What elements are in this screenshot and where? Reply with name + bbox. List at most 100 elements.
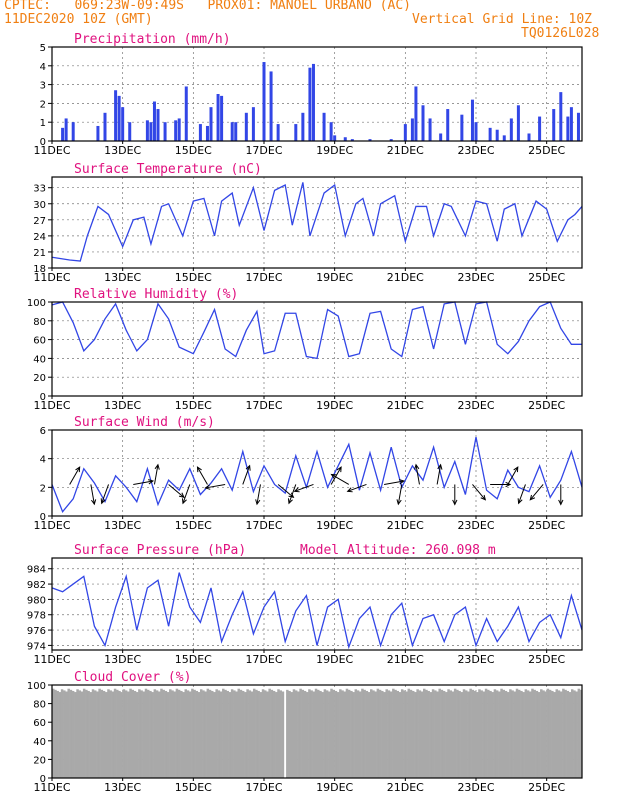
x-tick-label: 15DEC [175, 781, 212, 794]
cloud-bar [197, 692, 201, 778]
cloud-bar [314, 688, 318, 778]
wind-arrow [153, 464, 159, 485]
precip-bar [156, 109, 160, 141]
cloud-bar [451, 691, 455, 778]
precip-bar [474, 122, 478, 141]
wind-arrow [205, 483, 226, 489]
cloud-bar [566, 690, 570, 778]
wind-arrow-head [558, 499, 564, 506]
cloud-bar [264, 690, 267, 778]
precip-bar [538, 116, 542, 141]
cloud-bar [116, 689, 119, 778]
precip-bar [262, 62, 266, 141]
cloud-bar [111, 691, 115, 778]
x-tick-label: 13DEC [104, 271, 141, 284]
series-line-3 [51, 437, 583, 513]
cloud-bar [504, 690, 508, 778]
cloud-bar [169, 689, 172, 778]
cloud-bar [403, 690, 406, 778]
y-tick-label: 80 [33, 700, 46, 711]
cloud-bar [177, 689, 181, 778]
cloud-bar [186, 690, 190, 778]
panel-title-4: Surface Pressure (hPa) [74, 543, 246, 558]
x-tick-label: 21DEC [387, 271, 424, 284]
cloud-bar [317, 689, 320, 778]
x-tick-label: 17DEC [245, 519, 282, 532]
precip-bar [174, 120, 178, 141]
cloud-bar [222, 688, 225, 778]
wind-arrow [507, 466, 519, 485]
cloud-bar [149, 690, 152, 778]
cloud-bar [350, 690, 353, 778]
cloud-bar [381, 690, 384, 778]
cloud-bar [392, 688, 395, 778]
cloud-bar [438, 688, 441, 778]
wind-arrow-head [452, 499, 458, 506]
cloud-bar [407, 688, 411, 778]
cloud-bar [241, 690, 245, 778]
precip-bar [329, 122, 333, 141]
precip-bar [220, 95, 224, 141]
precip-bar [216, 94, 220, 141]
x-tick-label: 13DEC [104, 399, 141, 412]
precip-bar [421, 105, 425, 141]
cloud-bar [195, 690, 199, 778]
cloud-bar [336, 692, 340, 778]
y-tick-label: 100 [27, 298, 46, 309]
precip-bar [251, 107, 255, 141]
cloud-bar [575, 691, 578, 778]
cloud-bar [239, 689, 243, 778]
cloud-bar [453, 688, 457, 778]
wind-arrow [69, 466, 81, 485]
precip-bar [410, 118, 414, 141]
cloud-bar [427, 690, 430, 778]
cloud-bar [361, 688, 364, 778]
precip-bar [495, 129, 499, 141]
y-tick-label: 24 [33, 232, 46, 243]
x-tick-label: 25DEC [528, 653, 565, 666]
cloud-bar [370, 689, 373, 778]
cloud-bar [151, 692, 154, 778]
cloud-bar [87, 690, 90, 778]
cloud-bar [257, 690, 260, 778]
x-tick-label: 15DEC [175, 399, 212, 412]
y-tick-label: 40 [33, 354, 46, 365]
cloud-bar [252, 688, 256, 778]
cloud-bar [100, 689, 104, 778]
wind-arrow [384, 480, 404, 485]
cloud-bar [96, 691, 99, 778]
cloud-bar [65, 691, 68, 778]
precip-bar [163, 122, 167, 141]
header-model-id: TQ0126L028 [521, 26, 600, 41]
cloud-bar [270, 689, 274, 778]
cloud-bar [423, 688, 426, 778]
cloud-bar [542, 690, 545, 778]
x-tick-label: 19DEC [316, 144, 353, 157]
precip-bar [234, 122, 238, 141]
header-line1: CPTEC: 069:23W-09:49S PROX01: MANOEL URB… [4, 0, 411, 13]
cloud-bar [511, 690, 514, 778]
y-tick-label: 0 [40, 137, 46, 148]
x-tick-label: 25DEC [528, 271, 565, 284]
y-tick-label: 980 [27, 595, 46, 606]
y-tick-label: 30 [33, 200, 46, 211]
cloud-bar [160, 688, 163, 778]
x-tick-label: 19DEC [316, 271, 353, 284]
cloud-bar [202, 690, 205, 778]
wind-arrow-head [505, 481, 512, 488]
y-tick-label: 20 [33, 373, 46, 384]
x-tick-label: 19DEC [316, 519, 353, 532]
wind-arrow-head [529, 494, 536, 501]
cloud-bar [409, 689, 413, 778]
cloud-bar [546, 688, 550, 778]
cloud-bar [215, 689, 218, 778]
wind-arrow-head [287, 498, 293, 505]
cloud-bar [467, 691, 470, 778]
cloud-bar [91, 689, 95, 778]
cloud-bar [447, 689, 450, 778]
precip-bar [294, 124, 298, 141]
panel-frame-4 [51, 557, 583, 651]
precip-bar [61, 127, 65, 141]
y-tick-label: 0 [40, 392, 46, 403]
